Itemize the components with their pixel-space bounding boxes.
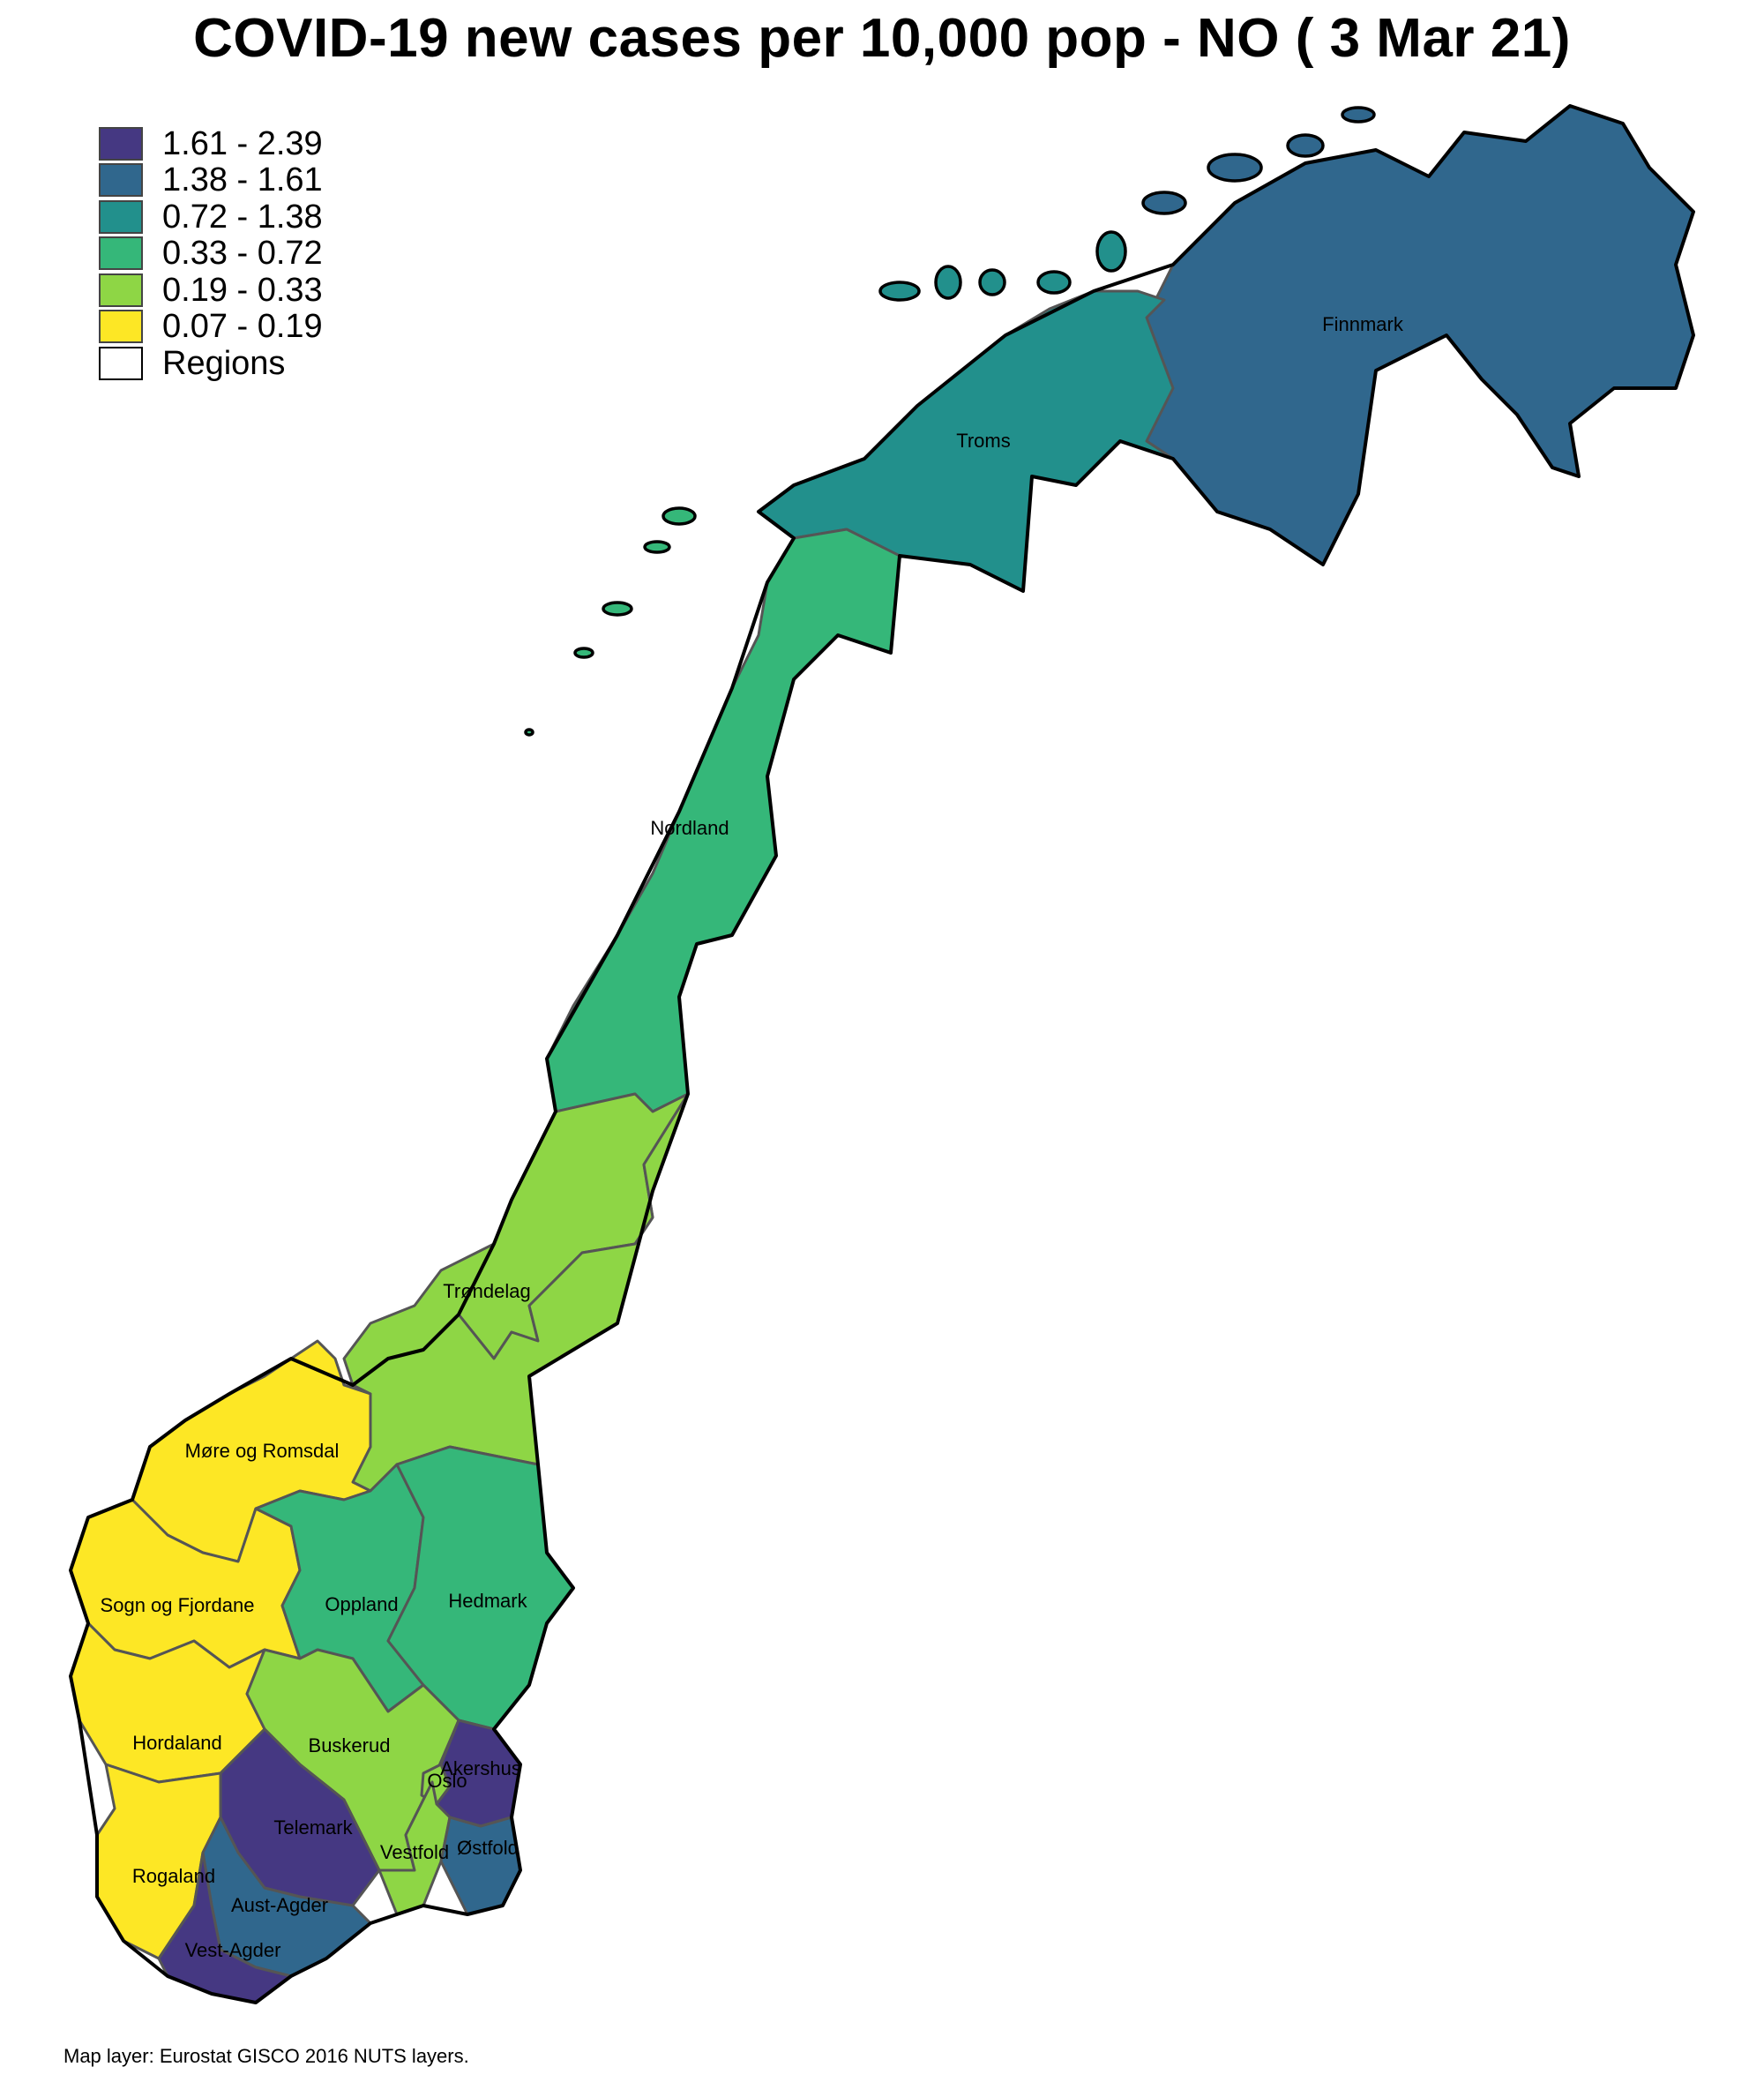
island: [1341, 106, 1376, 124]
legend-item: 0.72 - 1.38: [99, 198, 323, 236]
island: [573, 647, 594, 659]
legend-item: 1.61 - 2.39: [99, 125, 323, 162]
legend-label: 1.38 - 1.61: [162, 161, 323, 199]
region-labels: Finnmark Troms Nordland Trøndelag Møre o…: [101, 313, 1404, 1961]
island: [602, 601, 633, 617]
legend-item: 0.33 - 0.72: [99, 236, 323, 273]
island: [643, 540, 671, 554]
region-label: Trøndelag: [443, 1280, 530, 1302]
legend-item: 0.19 - 0.33: [99, 272, 323, 309]
region-label: Møre og Romsdal: [185, 1440, 340, 1462]
region-label: Oslo: [427, 1770, 467, 1792]
island: [878, 281, 921, 302]
legend-swatch: [99, 199, 143, 234]
regions: [69, 104, 1695, 2004]
region-label: Troms: [956, 430, 1011, 452]
island: [1286, 133, 1325, 158]
region-label: Telemark: [273, 1816, 353, 1839]
map-title: COVID-19 new cases per 10,000 pop - NO (…: [193, 8, 1571, 69]
legend-swatch: [99, 163, 143, 198]
region-label: Sogn og Fjordane: [101, 1594, 255, 1616]
legend-label: Regions: [162, 344, 286, 382]
region-label: Hordaland: [132, 1732, 222, 1754]
island: [934, 265, 962, 300]
region-label: Rogaland: [132, 1865, 215, 1887]
region-label: Vestfold: [380, 1841, 449, 1863]
island: [978, 268, 1006, 296]
legend-swatch: [99, 273, 143, 307]
legend-label: 0.72 - 1.38: [162, 198, 323, 236]
region-label: Oppland: [325, 1593, 398, 1615]
island: [1207, 153, 1263, 183]
legend-item: 1.38 - 1.61: [99, 162, 323, 199]
region-ostfold: [439, 1816, 522, 1916]
legend-label: 0.07 - 0.19: [162, 308, 323, 346]
region-label: Nordland: [650, 817, 729, 839]
region-label: Akershus: [440, 1757, 521, 1779]
legend-label: 1.61 - 2.39: [162, 124, 323, 162]
legend-item: Regions: [99, 345, 323, 382]
legend-swatch: [99, 126, 143, 161]
region-label: Vest-Agder: [185, 1939, 281, 1961]
map-legend: 1.61 - 2.39 1.38 - 1.61 0.72 - 1.38 0.33…: [99, 125, 323, 382]
island: [524, 728, 534, 737]
island: [1095, 230, 1127, 273]
island: [662, 506, 697, 526]
region-label: Finnmark: [1322, 313, 1404, 335]
region-label: Buskerud: [309, 1734, 391, 1756]
coastline: [69, 104, 1695, 2004]
region-label: Hedmark: [448, 1590, 527, 1612]
legend-item: 0.07 - 0.19: [99, 309, 323, 346]
island: [1036, 270, 1072, 295]
legend-label: 0.19 - 0.33: [162, 271, 323, 309]
legend-swatch: [99, 236, 143, 271]
legend-swatch: [99, 346, 143, 380]
island: [1141, 191, 1187, 215]
legend-label: 0.33 - 0.72: [162, 235, 323, 273]
region-label: Østfold: [457, 1837, 519, 1859]
map-source-caption: Map layer: Eurostat GISCO 2016 NUTS laye…: [64, 2045, 469, 2067]
region-label: Aust-Agder: [231, 1894, 328, 1916]
legend-swatch: [99, 310, 143, 344]
